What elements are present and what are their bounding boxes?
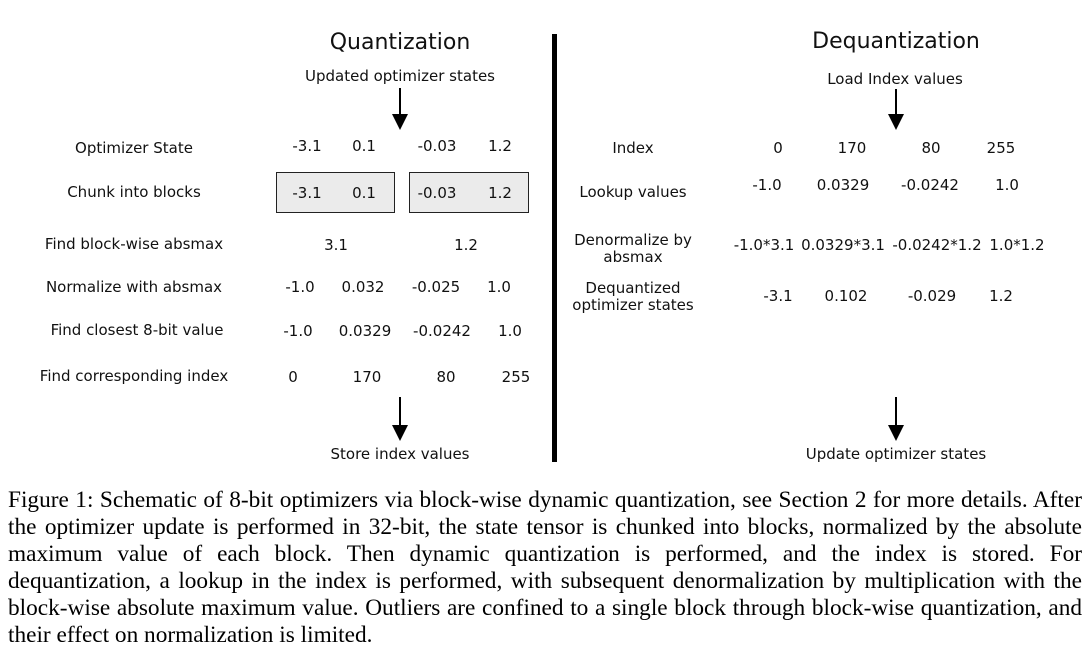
block-value: -0.03 — [417, 184, 457, 202]
optimizer-state-value: 1.2 — [488, 137, 512, 155]
denormalized-expression: -1.0*3.1 — [733, 236, 795, 254]
index-value: 0 — [773, 139, 783, 157]
block-1 — [276, 172, 395, 213]
dequantized-value: 1.2 — [989, 287, 1013, 305]
row-label-index: Index — [612, 139, 654, 157]
block-absmax-value: 1.2 — [454, 236, 478, 254]
row-label-denormalize: Denormalize by absmax — [574, 231, 692, 266]
closest-8bit-value: 1.0 — [498, 322, 522, 340]
block-value: -3.1 — [292, 184, 322, 202]
quantization-title: Quantization — [329, 30, 471, 55]
index-value: 255 — [986, 139, 1016, 157]
index-value: 170 — [837, 139, 867, 157]
block-value: 0.1 — [352, 184, 376, 202]
closest-8bit-value: 0.0329 — [338, 322, 392, 340]
lookup-value: -0.0242 — [901, 176, 959, 194]
dequantization-title: Dequantization — [812, 29, 980, 54]
optimizer-state-value: -0.03 — [417, 137, 457, 155]
optimizer-state-value: -3.1 — [292, 137, 322, 155]
index-value: 0 — [288, 368, 298, 386]
dequantization-output-label: Update optimizer states — [805, 445, 987, 463]
row-label-corresponding-index: Find corresponding index — [39, 367, 229, 385]
row-label-normalize: Normalize with absmax — [45, 278, 223, 296]
index-value: 80 — [921, 139, 941, 157]
quantization-input-label: Updated optimizer states — [305, 67, 495, 85]
normalized-value: 1.0 — [487, 278, 511, 296]
normalized-value: 0.032 — [341, 278, 385, 296]
row-label-lookup-values: Lookup values — [579, 183, 687, 201]
block-value: 1.2 — [488, 184, 512, 202]
index-value: 80 — [436, 368, 456, 386]
block-absmax-value: 3.1 — [324, 236, 348, 254]
lookup-value: 1.0 — [995, 176, 1019, 194]
dequantization-input-label: Load Index values — [827, 70, 963, 88]
figure-caption: Figure 1: Schematic of 8-bit optimizers … — [8, 487, 1082, 648]
denormalized-expression: 0.0329*3.1 — [801, 236, 885, 254]
row-label-block-absmax: Find block-wise absmax — [44, 235, 224, 253]
quantization-schematic: Quantization Updated optimizer states Op… — [39, 29, 1045, 463]
closest-8bit-value: -1.0 — [283, 322, 313, 340]
row-label-closest-8bit: Find closest 8-bit value — [50, 321, 224, 339]
row-label-optimizer-state: Optimizer State — [75, 139, 193, 157]
dequantized-value: -3.1 — [763, 287, 793, 305]
lookup-value: 0.0329 — [816, 176, 870, 194]
index-value: 255 — [501, 368, 531, 386]
section-divider — [552, 34, 557, 462]
denormalized-expression: 1.0*1.2 — [989, 236, 1045, 254]
quantization-output-label: Store index values — [330, 445, 470, 463]
denormalized-expression: -0.0242*1.2 — [892, 236, 982, 254]
row-label-chunk-blocks: Chunk into blocks — [67, 183, 201, 201]
closest-8bit-value: -0.0242 — [413, 322, 471, 340]
block-2 — [409, 172, 529, 213]
dequantized-value: -0.029 — [907, 287, 957, 305]
normalized-value: -1.0 — [285, 278, 315, 296]
index-value: 170 — [352, 368, 382, 386]
lookup-value: -1.0 — [752, 176, 782, 194]
dequantized-value: 0.102 — [824, 287, 868, 305]
normalized-value: -0.025 — [411, 278, 461, 296]
row-label-dequantized: Dequantized optimizer states — [572, 279, 694, 314]
optimizer-state-value: 0.1 — [352, 137, 376, 155]
